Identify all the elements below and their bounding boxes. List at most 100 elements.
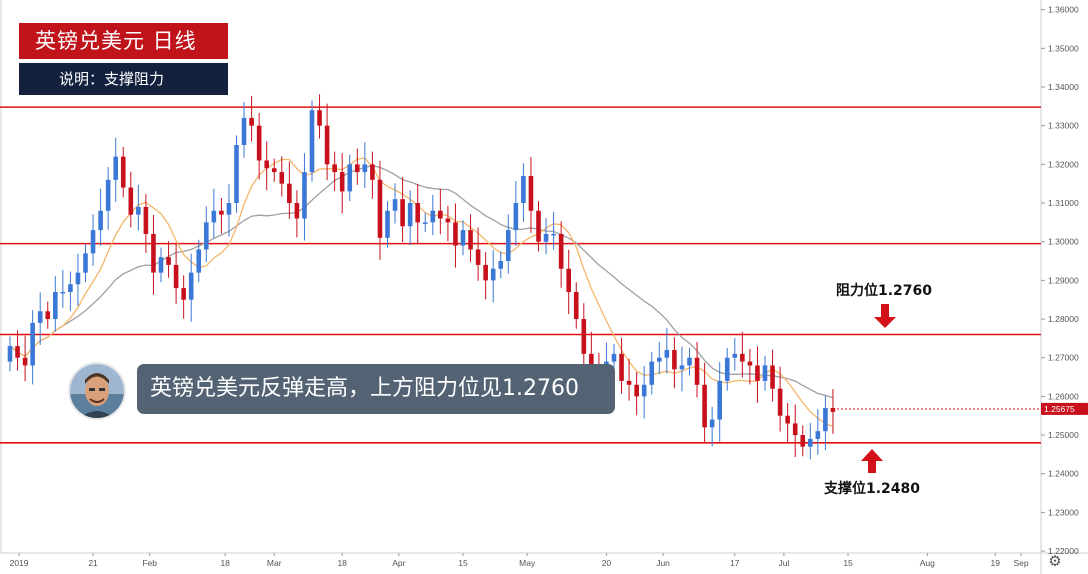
candle xyxy=(355,148,360,185)
candle xyxy=(755,346,760,403)
candle xyxy=(173,242,179,304)
candle xyxy=(709,406,715,447)
x-tick-label: Sep xyxy=(1013,558,1028,568)
candle-body xyxy=(98,210,103,231)
candle-body xyxy=(385,210,390,238)
candle xyxy=(219,197,224,234)
y-tick-label: 1.34000 xyxy=(1048,82,1079,92)
candle-body xyxy=(732,353,738,358)
candle xyxy=(60,269,66,308)
candle-body xyxy=(438,210,443,219)
y-tick-label: 1.27000 xyxy=(1048,353,1079,363)
candle xyxy=(264,141,269,191)
x-tick-label: 15 xyxy=(458,558,468,568)
y-tick-label: 1.31000 xyxy=(1048,198,1079,208)
candle xyxy=(196,239,202,283)
candle xyxy=(279,156,285,197)
candle-body xyxy=(355,164,360,173)
candle xyxy=(249,95,254,142)
candle-body xyxy=(279,172,285,184)
candle xyxy=(619,337,624,394)
y-tick-label: 1.30000 xyxy=(1048,237,1079,247)
gear-icon[interactable]: ⚙ xyxy=(1048,553,1062,570)
x-tick-label: 21 xyxy=(88,558,98,568)
candle xyxy=(385,201,390,248)
candle xyxy=(181,275,186,319)
candle-body xyxy=(392,199,398,211)
candle xyxy=(724,348,730,391)
candle xyxy=(475,227,481,281)
candle-body xyxy=(211,210,217,223)
candle-body xyxy=(181,288,186,300)
y-tick-label: 1.28000 xyxy=(1048,314,1079,324)
candle-body xyxy=(694,357,700,385)
candle xyxy=(468,214,473,263)
candle xyxy=(377,160,383,260)
candle-body xyxy=(634,384,639,397)
candle-body xyxy=(264,160,269,169)
candle xyxy=(271,158,277,182)
candle xyxy=(204,206,209,263)
candle xyxy=(453,203,458,268)
candle xyxy=(294,190,300,238)
candle xyxy=(830,389,836,434)
candle-body xyxy=(234,145,239,204)
y-tick-label: 1.29000 xyxy=(1048,275,1079,285)
candle xyxy=(83,243,88,283)
candle xyxy=(15,330,20,371)
candle-body xyxy=(558,233,564,269)
candle xyxy=(105,167,111,230)
candle xyxy=(641,365,647,419)
candle xyxy=(317,94,322,139)
candle xyxy=(30,310,35,385)
candle-body xyxy=(430,210,436,223)
candle-body xyxy=(196,249,202,273)
candle xyxy=(7,336,13,372)
candle xyxy=(740,331,745,378)
candle-body xyxy=(611,353,617,362)
candle-body xyxy=(649,361,655,385)
candle-body xyxy=(362,164,368,173)
candle-body xyxy=(294,203,300,219)
candle xyxy=(234,135,239,213)
candle-body xyxy=(271,168,277,173)
x-tick-label: Jul xyxy=(778,558,789,568)
candle xyxy=(120,146,126,198)
candle xyxy=(808,423,813,460)
x-tick-label: Feb xyxy=(142,558,157,568)
candle xyxy=(792,404,798,458)
candle-body xyxy=(453,222,458,246)
candle xyxy=(483,252,488,300)
candle xyxy=(626,358,632,401)
candle xyxy=(143,194,149,253)
y-tick-label: 1.26000 xyxy=(1048,391,1079,401)
candle xyxy=(573,282,579,329)
support-label: 支撑位1.2480 xyxy=(824,481,921,497)
candle-body xyxy=(45,311,51,320)
candle-body xyxy=(551,233,556,236)
candle-body xyxy=(657,357,662,362)
candle-body xyxy=(22,357,28,366)
y-tick-label: 1.32000 xyxy=(1048,159,1079,169)
y-tick-label: 1.33000 xyxy=(1048,121,1079,131)
candle xyxy=(430,194,436,236)
candle xyxy=(672,337,677,389)
candle xyxy=(347,154,353,202)
candle xyxy=(211,188,217,239)
candle xyxy=(68,271,73,311)
candle-body xyxy=(7,346,13,362)
candle-body xyxy=(241,117,247,146)
candle-body xyxy=(521,175,526,204)
candle xyxy=(332,151,337,192)
candle xyxy=(815,409,821,455)
candle-body xyxy=(143,206,149,234)
candle-body xyxy=(740,353,745,362)
candle xyxy=(309,100,315,182)
candle-body xyxy=(30,322,35,366)
chart-title: 英镑兑美元 日线 xyxy=(19,23,228,59)
candle-body xyxy=(777,388,783,416)
candle-body xyxy=(120,156,126,188)
candle-body xyxy=(287,183,292,204)
